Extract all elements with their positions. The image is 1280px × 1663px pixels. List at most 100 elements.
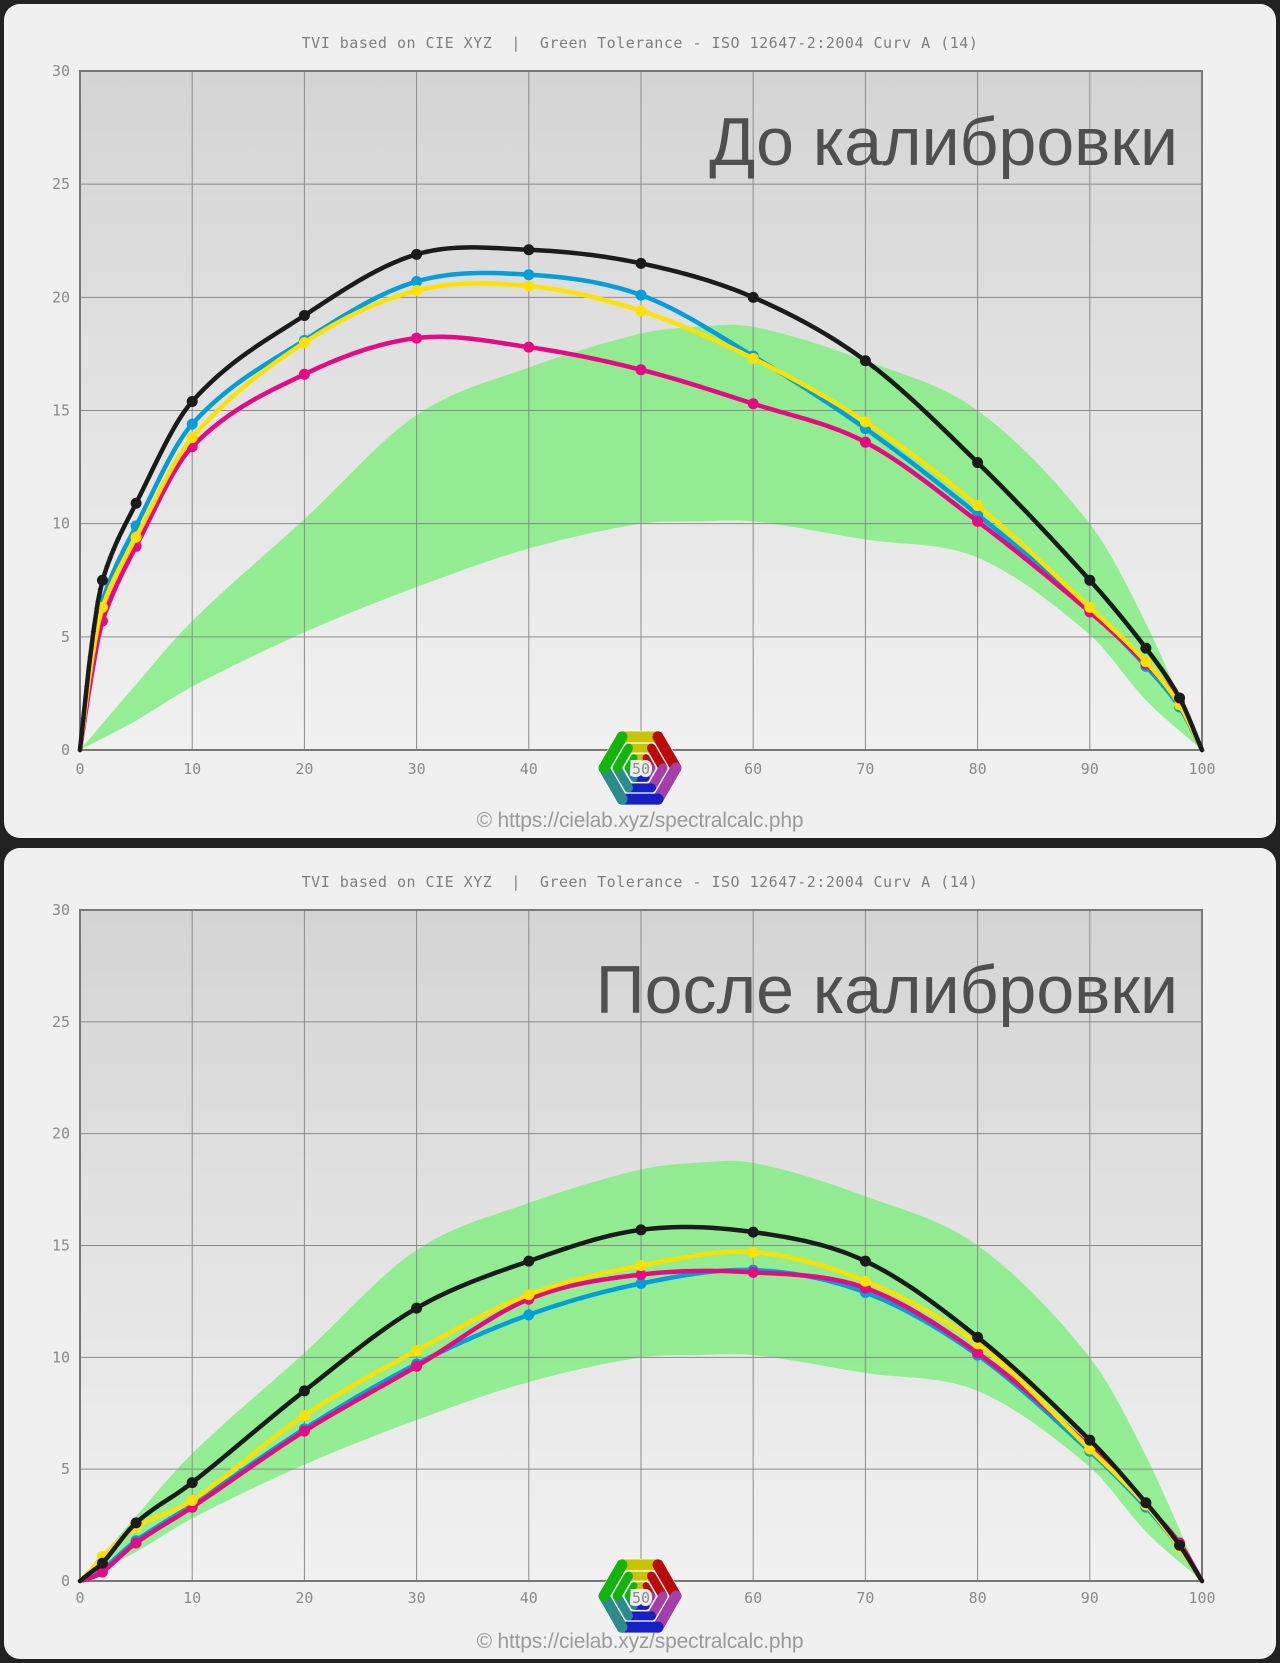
green-tolerance-band xyxy=(80,324,1202,750)
magenta-trail-marker xyxy=(87,1575,93,1581)
black-marker xyxy=(1140,1497,1152,1509)
x-tick-label: 80 xyxy=(969,760,987,778)
black-trail-marker xyxy=(115,536,121,542)
black-marker xyxy=(130,497,142,509)
black-marker xyxy=(859,355,871,367)
magenta-trail-marker xyxy=(107,597,113,603)
magenta-trail-marker xyxy=(94,1572,100,1579)
yellow-trail-marker xyxy=(104,592,110,599)
black-marker xyxy=(1174,692,1186,704)
green-tolerance-band xyxy=(80,1160,1202,1581)
tvi-chart-after: 0 10 20 30 40 60 70 80 90 100 0 5 10 15 20 25 30 50 xyxy=(52,901,1216,1634)
x-tick-label: 100 xyxy=(1188,760,1215,778)
yellow-trail-marker xyxy=(115,567,121,574)
logo-ring-segment xyxy=(652,762,682,805)
black-marker xyxy=(747,291,759,303)
y-tick-label: 0 xyxy=(61,741,70,759)
cyan-marker xyxy=(411,275,423,287)
cyan-marker xyxy=(523,1309,535,1321)
black-trail-marker xyxy=(107,1551,113,1557)
yellow-trail-marker xyxy=(104,1549,110,1555)
yellow-trail-marker xyxy=(97,612,103,618)
black-marker xyxy=(186,1477,198,1489)
y-tick-label: 10 xyxy=(52,1348,70,1366)
magenta-trail-marker xyxy=(94,642,100,649)
cyan-marker xyxy=(523,269,535,281)
x-tick-label: 90 xyxy=(1081,1589,1099,1607)
black-trail-marker xyxy=(94,605,100,611)
yellow-marker xyxy=(411,285,423,297)
magenta-marker xyxy=(747,398,759,410)
series-black xyxy=(77,244,1205,753)
x-tick-label: 40 xyxy=(520,760,538,778)
cyan-marker xyxy=(635,1278,647,1290)
yellow-trail-marker xyxy=(110,577,117,583)
magenta-marker xyxy=(972,515,984,527)
magenta-marker xyxy=(859,436,871,448)
black-trail-marker xyxy=(104,1555,110,1561)
x-tick-label-50: 50 xyxy=(632,760,650,778)
yellow-marker xyxy=(859,1275,871,1287)
yellow-marker xyxy=(186,432,198,444)
copyright-link[interactable]: © https://cielab.xyz/spectralcalc.php xyxy=(476,809,804,832)
y-tick-label: 15 xyxy=(52,1237,70,1255)
cyan-trail-marker xyxy=(104,585,110,591)
yellow-marker xyxy=(130,531,142,543)
black-marker xyxy=(1174,1539,1186,1551)
black-marker xyxy=(96,574,108,586)
logo-ring-segment xyxy=(624,754,638,772)
magenta-marker xyxy=(411,332,423,344)
yellow-marker xyxy=(747,352,759,364)
series-black xyxy=(77,1224,1205,1584)
tvi-chart-before: 0 10 20 30 40 60 70 80 90 100 0 5 10 15 20 25 30 50 xyxy=(52,62,1216,806)
x-tick-label: 0 xyxy=(75,760,84,778)
magenta-trail-marker xyxy=(115,579,121,585)
magenta-marker xyxy=(298,1425,310,1437)
black-trail-marker xyxy=(84,683,90,690)
black-trail-marker xyxy=(87,1570,93,1576)
magenta-trail-marker xyxy=(90,1574,97,1580)
cielab-hexagon-logo xyxy=(597,730,683,806)
black-marker xyxy=(411,248,423,260)
magenta-trail-marker xyxy=(110,1559,117,1566)
x-tick-label: 40 xyxy=(520,1589,538,1607)
black-marker xyxy=(859,1255,871,1267)
y-tick-label: 25 xyxy=(52,175,70,193)
gridlines xyxy=(80,71,1202,750)
cyan-marker xyxy=(186,418,198,430)
black-marker xyxy=(1084,574,1096,586)
chart-title: TVI based on CIE XYZ | Green Tolerance -… xyxy=(301,873,979,891)
copyright-link[interactable]: © https://cielab.xyz/spectralcalc.php xyxy=(476,1630,804,1653)
y-tick-label: 10 xyxy=(52,515,70,533)
x-tick-label: 80 xyxy=(969,1589,987,1607)
watermark-after-calibration: После калибровки xyxy=(595,952,1178,1028)
magenta-marker xyxy=(130,1537,142,1549)
y-tick-label: 25 xyxy=(52,1013,70,1031)
magenta-marker xyxy=(635,1269,647,1281)
x-tick-label: 20 xyxy=(295,1589,313,1607)
black-trail-marker xyxy=(110,546,117,552)
logo-ring-segment xyxy=(598,1590,628,1633)
cyan-marker xyxy=(635,289,647,301)
logo-ring-segment xyxy=(598,762,628,805)
yellow-marker xyxy=(186,1494,198,1506)
yellow-trail-marker xyxy=(90,647,97,653)
y-tick-label: 0 xyxy=(61,1572,70,1590)
logo-ring-segment xyxy=(652,1559,682,1602)
logo-ring-segment xyxy=(652,731,682,774)
black-trail-marker xyxy=(94,1565,100,1571)
black-marker xyxy=(972,457,984,469)
y-tick-label: 5 xyxy=(61,1460,70,1478)
y-tick-label: 20 xyxy=(52,288,70,306)
logo-ring-segment xyxy=(612,1571,633,1601)
magenta-marker xyxy=(747,1266,759,1278)
yellow-marker xyxy=(859,416,871,428)
black-trail-marker xyxy=(104,563,110,570)
logo-ring-segment xyxy=(652,1590,682,1633)
black-trail-marker xyxy=(107,554,113,561)
black-trail-marker xyxy=(90,628,97,635)
black-marker xyxy=(635,1224,647,1236)
tick-labels: 0 10 20 30 40 60 70 80 90 100 0 5 10 15 20 25 30 xyxy=(52,901,1216,1607)
yellow-marker xyxy=(298,1409,310,1421)
